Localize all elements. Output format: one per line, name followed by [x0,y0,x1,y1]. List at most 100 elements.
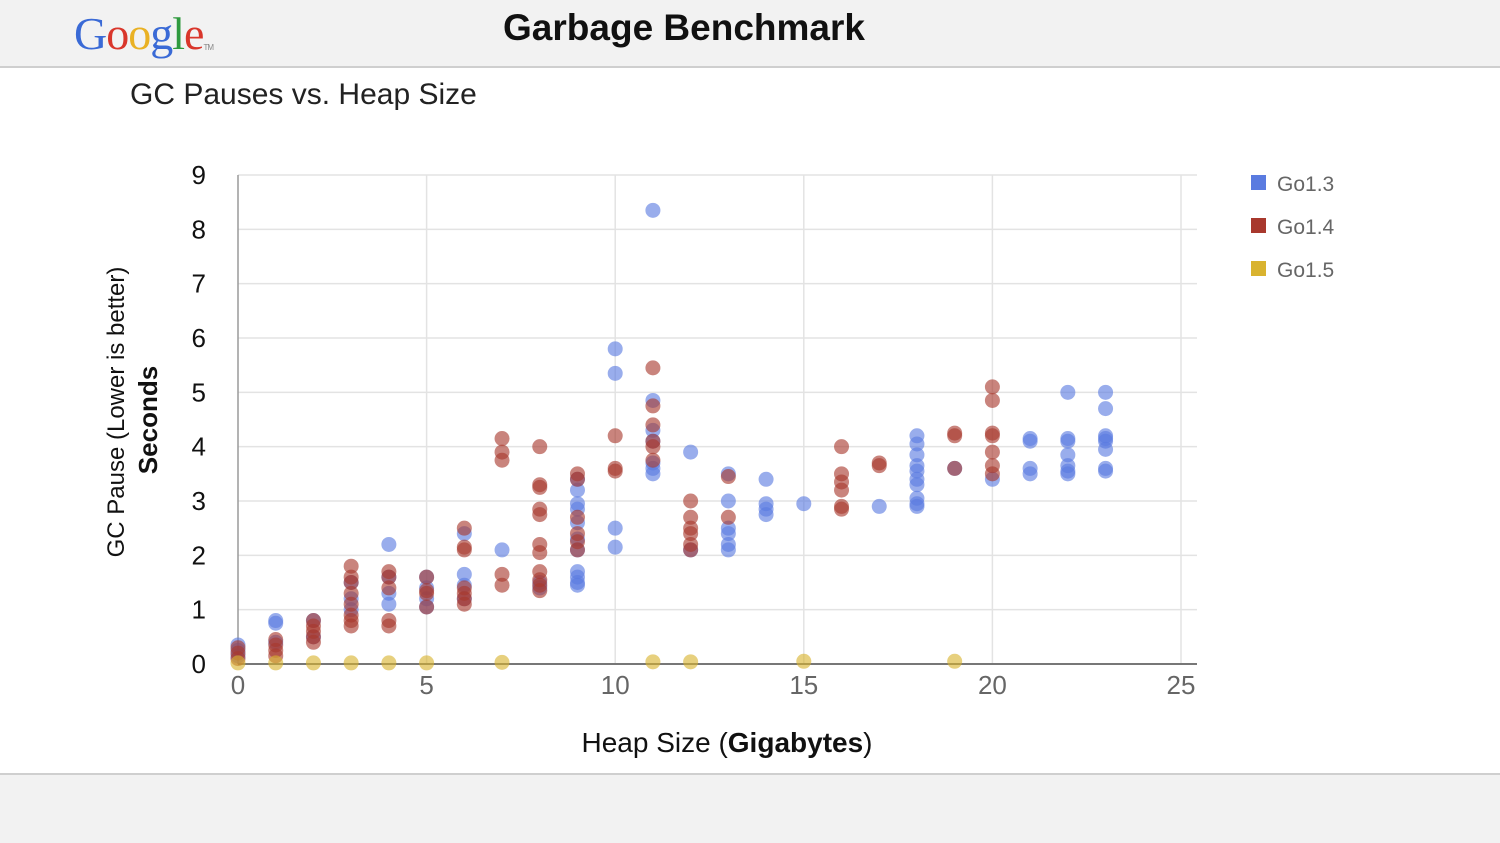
data-point-go1-3 [1098,463,1114,479]
legend: Go1.3 Go1.4 Go1.5 [1251,173,1335,282]
x-tick-label: 15 [789,670,818,700]
data-point-go1-4 [834,501,850,517]
data-point-go1-4 [834,482,850,498]
data-point-go1-3 [381,596,397,612]
legend-swatch [1251,261,1266,276]
data-point-go1-4 [683,526,699,542]
y-tick-label: 5 [192,377,206,407]
x-axis-label-unit: Gigabytes [728,727,863,758]
logo-letter-6: e [184,8,204,59]
data-point-go1-4 [419,599,435,615]
data-point-go1-4 [494,431,510,447]
data-point-go1-4 [947,460,963,476]
data-point-go1-4 [456,520,472,536]
slide-title: Garbage Benchmark [503,7,865,48]
data-point-go1-5 [305,655,321,671]
data-point-go1-4 [569,509,585,525]
legend-swatch [1251,218,1266,233]
data-point-go1-4 [683,509,699,525]
data-point-go1-3 [494,542,510,558]
x-tick-label: 5 [419,670,433,700]
legend-label: Go1.4 [1277,216,1335,239]
data-point-go1-3 [1098,401,1114,417]
data-point-go1-3 [909,477,925,493]
data-point-go1-4 [720,509,736,525]
data-point-go1-4 [532,545,548,561]
data-point-go1-4 [494,452,510,468]
data-point-go1-3 [758,471,774,487]
data-point-go1-3 [569,482,585,498]
data-point-go1-4 [645,360,661,376]
data-point-go1-5 [796,653,812,669]
data-point-go1-3 [645,466,661,482]
data-point-go1-4 [343,575,359,590]
y-tick-label: 1 [192,595,206,625]
data-point-go1-3 [720,542,736,558]
data-point-go1-4 [683,493,699,509]
logo-letter-4: g [150,8,173,59]
slide-content [0,68,1500,773]
logo-letter-3: o [128,8,151,59]
data-point-go1-4 [645,417,661,433]
data-point-go1-4 [419,569,435,585]
x-tick-label: 25 [1167,670,1196,700]
data-point-go1-4 [683,542,699,558]
data-point-go1-4 [343,585,359,601]
data-point-go1-4 [343,596,359,612]
y-tick-label: 9 [192,160,206,190]
legend-label: Go1.3 [1277,173,1334,196]
data-point-go1-4 [343,558,359,574]
data-point-go1-4 [984,379,1000,395]
data-point-go1-3 [871,498,887,514]
data-point-go1-4 [532,439,548,455]
data-point-go1-4 [645,398,661,414]
data-point-go1-3 [1060,384,1076,400]
slide-header: GoogleTM Garbage Benchmark [0,0,1500,68]
data-point-go1-5 [494,654,510,670]
data-point-go1-4 [343,618,359,634]
data-point-go1-4 [607,463,623,479]
slide-footer [0,773,1500,843]
data-point-go1-4 [305,634,321,650]
data-point-go1-3 [1098,384,1114,400]
data-point-go1-4 [984,428,1000,444]
data-point-go1-4 [607,428,623,444]
data-point-go1-5 [419,655,435,671]
data-point-go1-5 [683,654,699,670]
data-point-go1-5 [230,655,246,671]
data-point-go1-4 [532,507,548,523]
data-point-go1-5 [381,655,397,671]
data-point-go1-3 [720,493,736,509]
data-point-go1-4 [834,439,850,455]
data-point-go1-3 [796,496,812,512]
data-point-go1-3 [909,498,925,514]
data-point-go1-4 [569,542,585,558]
data-point-go1-3 [1022,433,1038,449]
x-axis-label-suffix: ) [863,727,872,758]
data-point-go1-4 [381,618,397,634]
data-point-go1-3 [758,507,774,523]
data-point-go1-3 [1022,466,1038,482]
logo-letter-2: o [106,8,129,59]
data-point-go1-5 [645,654,661,670]
data-point-go1-4 [984,466,1000,482]
x-axis-label: Heap Size (Gigabytes) [581,727,872,758]
y-tick-label: 6 [192,323,206,353]
data-point-go1-3 [1060,447,1076,463]
legend-label: Go1.5 [1277,259,1334,282]
data-point-go1-4 [984,392,1000,408]
y-tick-label: 3 [192,486,206,516]
data-point-go1-4 [456,542,472,558]
data-point-go1-4 [645,452,661,468]
tick-labels: 0 1 2 3 4 5 6 7 8 9 0 5 10 15 20 25 [192,160,1196,700]
y-tick-label: 8 [192,214,206,244]
x-tick-label: 20 [978,670,1007,700]
data-point-go1-3 [607,341,623,357]
data-point-go1-4 [532,583,548,599]
chart-title: GC Pauses vs. Heap Size [130,78,477,111]
data-point-go1-4 [720,469,736,485]
y-axis-label: GC Pause (Lower is better) [103,267,130,558]
data-point-go1-3 [456,566,472,582]
